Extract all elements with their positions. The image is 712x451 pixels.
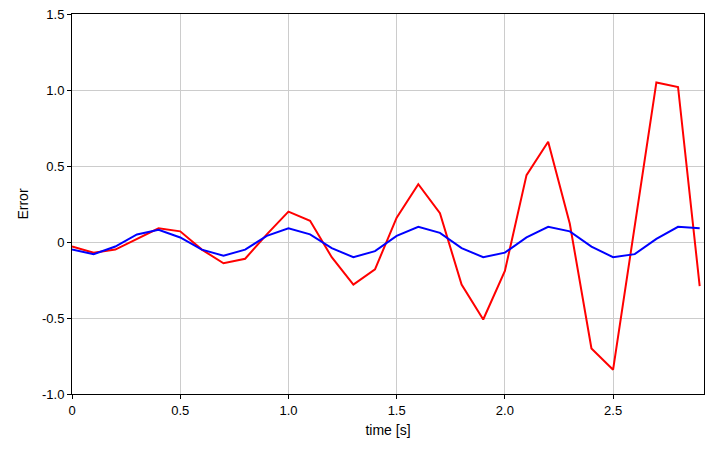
svg-text:-0.5: -0.5 — [42, 311, 64, 326]
svg-text:1.0: 1.0 — [279, 403, 297, 418]
svg-text:2.0: 2.0 — [496, 403, 514, 418]
svg-text:time [s]: time [s] — [365, 422, 410, 438]
svg-text:0.5: 0.5 — [171, 403, 189, 418]
svg-text:1.5: 1.5 — [46, 7, 64, 22]
svg-text:0: 0 — [57, 235, 64, 250]
svg-text:0.5: 0.5 — [46, 159, 64, 174]
svg-text:Error: Error — [15, 188, 31, 219]
svg-text:-1.0: -1.0 — [42, 387, 64, 402]
svg-text:1.5: 1.5 — [388, 403, 406, 418]
svg-text:2.5: 2.5 — [604, 403, 622, 418]
svg-text:0: 0 — [68, 403, 75, 418]
svg-text:1.0: 1.0 — [46, 83, 64, 98]
